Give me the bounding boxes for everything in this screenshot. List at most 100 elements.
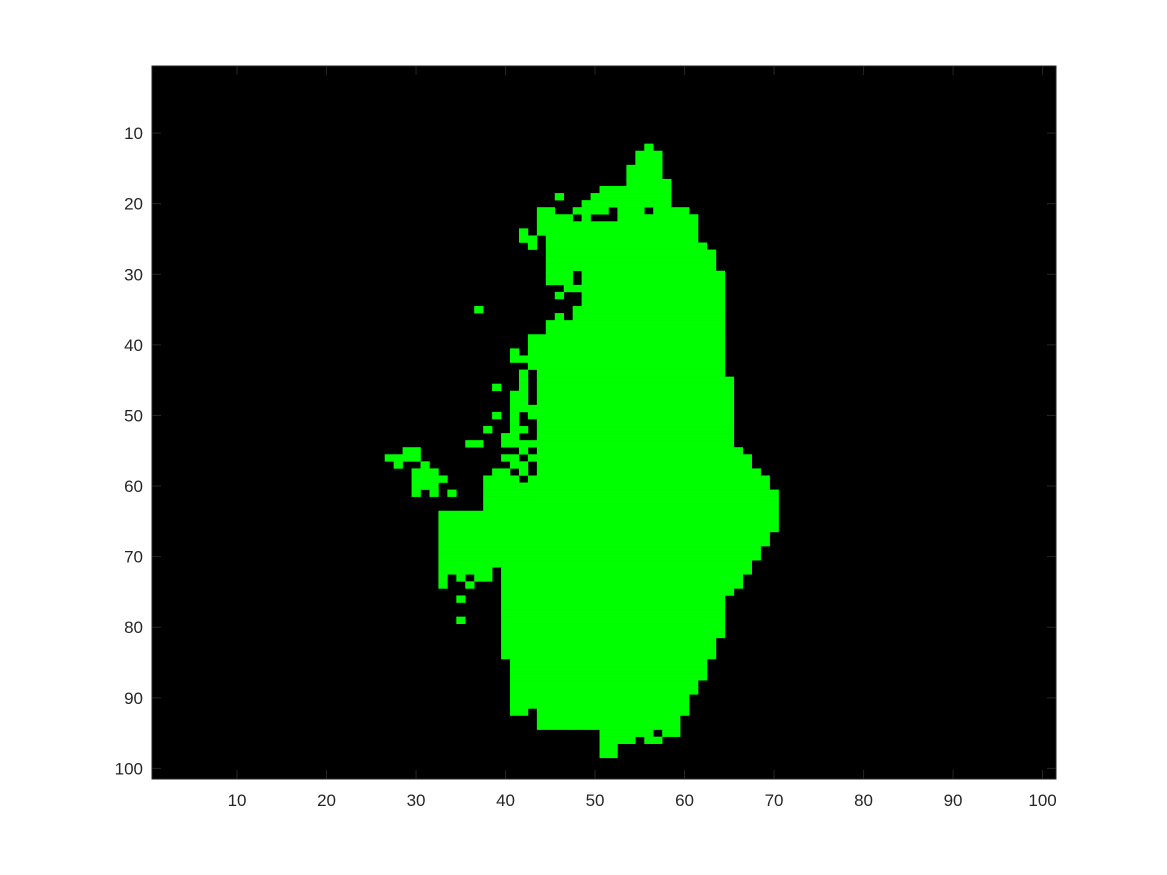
mask-cell — [572, 313, 726, 321]
mask-cell — [483, 482, 770, 490]
mask-cell — [581, 277, 726, 286]
mask-cell — [501, 616, 726, 624]
mask-cell — [581, 263, 717, 272]
mask-cell — [438, 567, 493, 575]
mask-cell — [483, 475, 520, 483]
y-tick-label: 70 — [124, 548, 143, 567]
mask-cell — [536, 214, 573, 222]
mask-cell — [438, 524, 779, 533]
mask-cell — [501, 454, 520, 462]
mask-cell — [456, 595, 466, 603]
mask-cell — [527, 242, 538, 250]
mask-cell — [536, 433, 735, 441]
x-tick-label: 30 — [407, 791, 426, 810]
mask-cell — [510, 701, 690, 709]
mask-cell — [429, 489, 439, 497]
mask-cell — [536, 418, 735, 427]
mask-cell — [411, 489, 421, 497]
y-tick-label: 100 — [115, 759, 143, 778]
mask-cell — [411, 482, 439, 490]
mask-cell — [510, 708, 529, 716]
mask-cell — [581, 200, 672, 208]
mask-cell — [438, 538, 770, 547]
y-tick-label: 60 — [124, 477, 143, 496]
mask-cell — [590, 722, 609, 730]
mask-cell — [572, 207, 609, 215]
mask-cell — [608, 722, 681, 730]
x-tick-label: 20 — [317, 791, 336, 810]
mask-cell — [581, 298, 726, 307]
mask-cell — [536, 468, 761, 476]
mask-cell — [563, 284, 582, 293]
mask-cell — [456, 574, 466, 582]
mask-cell — [501, 581, 726, 589]
mask-cell — [510, 355, 529, 363]
y-tick-label: 40 — [124, 336, 143, 355]
mask-cell — [536, 722, 573, 730]
mask-cell — [545, 256, 717, 264]
mask-cell — [554, 291, 565, 300]
mask-cell — [545, 277, 573, 286]
mask-cell — [501, 644, 717, 653]
x-tick-label: 90 — [944, 791, 963, 810]
y-axis: 10 20 30 40 50 60 70 80 90 100 — [115, 124, 1056, 778]
mask-cell — [393, 461, 403, 469]
mask-cell — [438, 581, 448, 589]
mask-cell — [510, 418, 520, 427]
mask-cell — [536, 461, 752, 469]
mask-cell — [510, 404, 538, 413]
mask-cell — [581, 214, 591, 222]
mask-cell — [536, 715, 681, 723]
mask-cell — [581, 284, 726, 293]
mask-cell — [518, 468, 529, 476]
y-tick-label: 10 — [124, 124, 143, 143]
mask-cell — [456, 510, 779, 519]
mask-cell — [501, 630, 726, 639]
mask-cell — [501, 623, 726, 632]
mask-cell — [572, 320, 726, 328]
y-tick-label: 50 — [124, 406, 143, 425]
mask-cell — [483, 489, 779, 497]
mask-cell — [536, 228, 699, 236]
mask-cell — [599, 186, 672, 194]
mask-cell — [411, 468, 439, 476]
mask-cell — [501, 440, 735, 448]
mask-cell — [527, 348, 726, 356]
mask-cell — [510, 694, 600, 702]
mask-cell — [536, 708, 690, 716]
mask-cell — [501, 637, 717, 646]
mask-cell — [599, 736, 636, 744]
mask-cell — [510, 666, 708, 674]
mask-cell — [599, 729, 654, 737]
mask-cell — [635, 157, 663, 166]
mask-cell — [438, 553, 761, 561]
mask-cell — [599, 694, 690, 702]
mask-cell — [501, 602, 726, 610]
mask-cell — [438, 510, 457, 519]
mask-cell — [572, 722, 591, 730]
mask-cell — [438, 531, 770, 540]
mask-cell — [510, 348, 520, 356]
mask-cell — [599, 743, 618, 752]
mask-cell — [581, 291, 726, 300]
mask-cell — [447, 489, 457, 497]
mask-cell — [438, 546, 761, 554]
mask-cell — [626, 178, 672, 187]
mask-cell — [545, 327, 573, 335]
mask-cell — [581, 270, 726, 279]
mask-cell — [545, 249, 717, 257]
mask-cell — [510, 673, 708, 681]
x-tick-label: 40 — [496, 791, 515, 810]
mask-cell — [518, 447, 529, 455]
mask-cell — [536, 207, 556, 215]
x-tick-label: 80 — [854, 791, 873, 810]
mask-cell — [456, 616, 466, 624]
mask-cell — [465, 440, 484, 448]
mask-cell — [536, 426, 735, 434]
mask-cell — [662, 729, 681, 737]
mask-cell — [474, 574, 493, 582]
mask-cell — [510, 461, 529, 469]
mask-cell — [501, 609, 726, 617]
mask-cell — [545, 235, 699, 243]
